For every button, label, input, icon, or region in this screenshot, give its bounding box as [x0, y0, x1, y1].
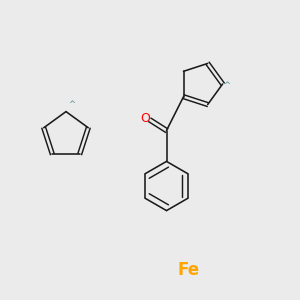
- Text: ^: ^: [68, 100, 75, 109]
- Text: Fe: Fe: [178, 261, 200, 279]
- Text: ^: ^: [223, 81, 230, 90]
- Text: O: O: [140, 112, 150, 125]
